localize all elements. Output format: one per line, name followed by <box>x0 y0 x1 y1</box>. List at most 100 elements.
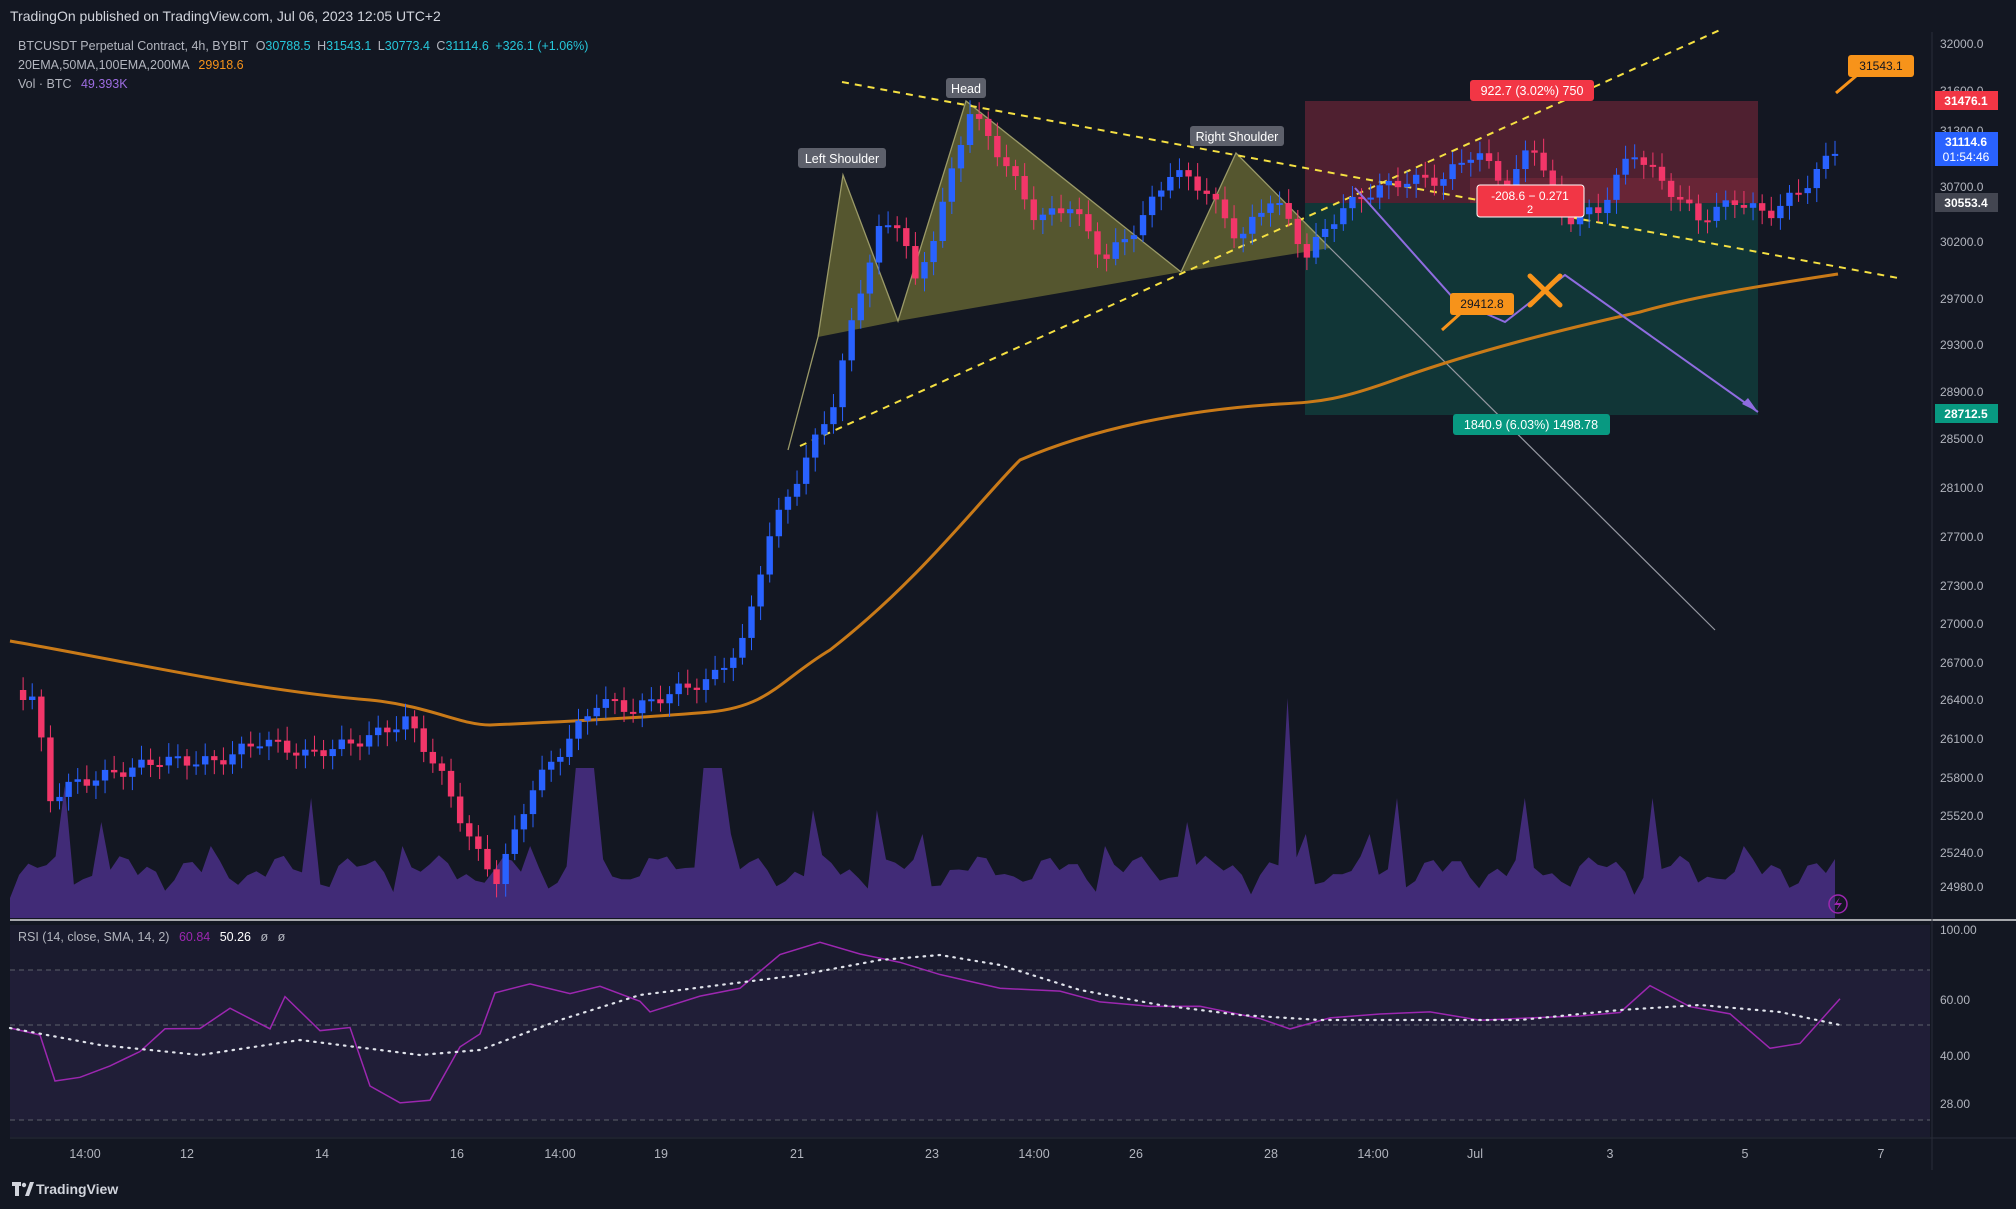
candle-body <box>1158 190 1165 197</box>
candle-body <box>265 739 273 747</box>
candle-body <box>1249 216 1256 234</box>
candle-body <box>1403 183 1411 188</box>
footer: TradingView <box>0 1170 2016 1209</box>
tradingview-logo-icon[interactable] <box>12 1182 34 1196</box>
candle-body <box>912 246 919 279</box>
brand-name[interactable]: TradingView <box>36 1181 119 1197</box>
take-profit-zone[interactable] <box>1305 203 1758 415</box>
candle-body <box>693 687 701 690</box>
pattern-outline[interactable] <box>787 99 1331 451</box>
candle-body <box>711 669 719 680</box>
candle-body <box>1677 196 1684 200</box>
entry-pnl-label[interactable]: -208.6 − 0.271 2 <box>1476 184 1585 218</box>
open-value: 30788.5 <box>265 39 311 53</box>
candle-body <box>1658 166 1666 181</box>
stop-price-tag: 31476.1 <box>1935 91 1998 110</box>
candle-body <box>893 225 901 229</box>
candle-body <box>1112 242 1119 259</box>
candle-body <box>1039 214 1047 221</box>
rsi-axis[interactable]: 100.00 60.00 40.00 28.00 <box>1940 923 1977 1111</box>
candle-body <box>502 853 509 885</box>
candle-body <box>1613 174 1620 200</box>
candle-body <box>812 434 819 458</box>
candle-body <box>147 759 154 765</box>
price-tick-label: 28100.0 <box>1940 481 1984 495</box>
time-axis[interactable]: 14:00 12 14 16 14:00 19 21 23 14:00 26 28 14:00 Jul 3… <box>69 1147 1884 1161</box>
x-mark-icon[interactable] <box>1527 273 1563 308</box>
moving-average-line[interactable] <box>9 272 1839 727</box>
price-tick-label: 27000.0 <box>1940 617 1984 631</box>
take-profit-label[interactable]: 1840.9 (6.03%) 1498.78 <box>1453 414 1610 435</box>
svg-text:31543.1: 31543.1 <box>1859 59 1903 73</box>
rsi-tick-label: 28.00 <box>1940 1097 1970 1111</box>
rsi-value: 60.84 <box>178 930 211 944</box>
close-label: C <box>436 39 446 53</box>
low-label: L <box>377 39 385 53</box>
right-shoulder-fill[interactable] <box>1181 153 1330 272</box>
candle-body <box>129 767 136 777</box>
symbol-legend[interactable]: BTCUSDT Perpetual Contract, 4h, BYBIT O3… <box>18 39 588 53</box>
ma-legend[interactable]: 20EMA,50MA,100EMA,200MA 29918.6 <box>18 58 244 72</box>
low-price-callout[interactable]: 29412.8 <box>1440 293 1514 332</box>
candle-body <box>766 536 773 575</box>
neckline-upper-trendline[interactable] <box>841 81 1899 279</box>
candle-body <box>1422 174 1429 178</box>
candle-body <box>1258 212 1265 217</box>
candle-body <box>675 683 682 695</box>
candle-series <box>19 100 1839 898</box>
forecast-path[interactable] <box>1354 187 1759 413</box>
candle-body <box>684 683 691 688</box>
volume-legend[interactable]: Vol · BTC 49.393K <box>18 77 128 91</box>
price-tick-label: 25240.0 <box>1940 846 1984 860</box>
candle-body <box>1412 174 1420 184</box>
candle-body <box>138 759 145 768</box>
right-shoulder-label[interactable]: Right Shoulder <box>1190 126 1284 146</box>
candle-body <box>529 790 537 815</box>
candle-body <box>101 769 109 781</box>
high-price-callout[interactable]: 31543.1 <box>1835 55 1914 95</box>
rsi-legend[interactable]: RSI (14, close, SMA, 14, 2) 60.84 50.26 … <box>18 930 285 944</box>
head-fill[interactable] <box>898 101 1181 321</box>
candle-body <box>1066 209 1074 214</box>
candle-body <box>466 823 473 837</box>
candle-body <box>165 756 172 766</box>
candle-body <box>1167 176 1174 191</box>
projection-line[interactable] <box>1329 247 1716 631</box>
candle-body <box>748 606 755 638</box>
time-tick-label: 19 <box>654 1147 668 1161</box>
candle-body <box>202 756 209 765</box>
candle-body <box>994 135 1001 158</box>
time-tick-label: 14:00 <box>544 1147 575 1161</box>
candle-body <box>38 696 45 738</box>
candle-body <box>702 679 710 690</box>
candle-body <box>884 225 892 228</box>
candle-body <box>966 114 974 145</box>
left-shoulder-fill[interactable] <box>818 175 898 337</box>
candle-body <box>593 707 600 717</box>
time-tick-label: 3 <box>1607 1147 1614 1161</box>
candle-body <box>1176 170 1183 177</box>
price-tick-label: 26700.0 <box>1940 656 1984 670</box>
candle-body <box>566 738 573 757</box>
candle-body <box>611 699 619 702</box>
candle-body <box>1367 197 1374 200</box>
candle-body <box>857 293 864 321</box>
symbol-name: BTCUSDT Perpetual Contract, 4h, BYBIT <box>18 39 249 53</box>
candle-body <box>1239 233 1247 239</box>
lightning-icon[interactable] <box>1828 894 1848 914</box>
candle-body <box>375 727 382 736</box>
price-tick-label: 27300.0 <box>1940 579 1984 593</box>
candle-body <box>666 694 673 704</box>
left-shoulder-label[interactable]: Left Shoulder <box>798 148 886 168</box>
svg-text:Left Shoulder: Left Shoulder <box>805 152 879 166</box>
candle-body <box>720 667 728 670</box>
candle-body <box>475 836 482 849</box>
candle-body <box>793 483 801 497</box>
candle-body <box>302 749 309 756</box>
stop-loss-label[interactable]: 922.7 (3.02%) 750 <box>1470 80 1594 101</box>
price-tick-label: 30200.0 <box>1940 235 1984 249</box>
candle-body <box>447 770 455 797</box>
candle-body <box>1804 188 1811 194</box>
head-label[interactable]: Head <box>946 78 986 98</box>
